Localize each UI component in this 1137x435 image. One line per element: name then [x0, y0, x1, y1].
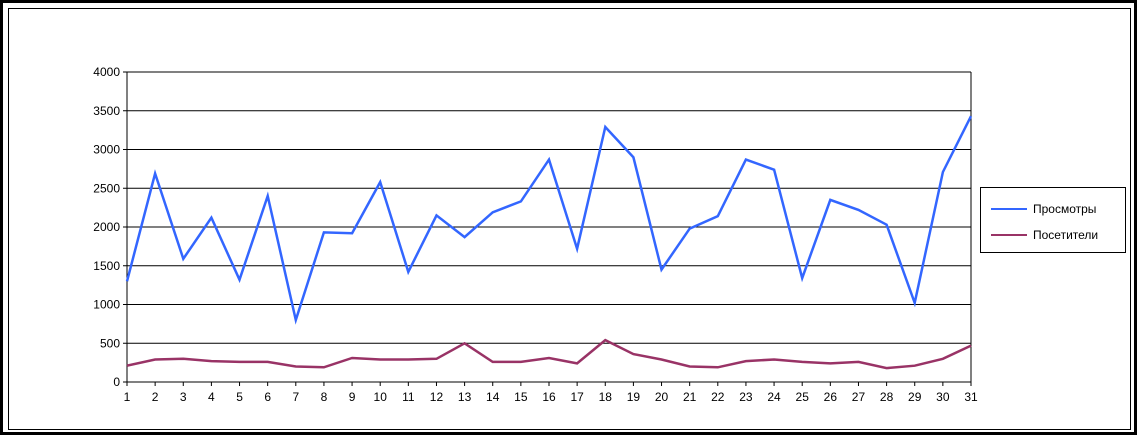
legend-item-views: Просмотры [991, 200, 1096, 218]
x-tick-label: 20 [655, 390, 669, 404]
legend: Просмотры Посетители [980, 187, 1126, 253]
series-line-1 [126, 338, 972, 370]
x-tick-label: 24 [767, 390, 781, 404]
y-tick-label: 3000 [93, 143, 120, 157]
x-tick-label: 7 [292, 390, 299, 404]
y-tick-label: 1000 [93, 298, 120, 312]
x-tick-label: 10 [374, 390, 388, 404]
y-tick-label: 1500 [93, 259, 120, 273]
y-tick-label: 2500 [93, 181, 120, 195]
legend-label-views: Просмотры [1033, 202, 1097, 216]
x-tick-label: 21 [683, 390, 697, 404]
x-tick-label: 4 [208, 390, 215, 404]
x-tick-label: 18 [599, 390, 613, 404]
x-tick-label: 14 [486, 390, 500, 404]
x-tick-label: 6 [264, 390, 271, 404]
x-tick-label: 11 [402, 390, 415, 404]
x-tick-label: 23 [739, 390, 753, 404]
chart-inner-border [8, 8, 1131, 430]
y-tick-label: 0 [113, 375, 120, 389]
x-tick-label: 29 [908, 390, 922, 404]
x-tick-label: 3 [180, 390, 187, 404]
x-tick-label: 2 [152, 390, 159, 404]
x-tick-label: 28 [880, 390, 894, 404]
x-tick-label: 30 [936, 390, 950, 404]
x-tick-label: 8 [321, 390, 328, 404]
y-tick-label: 2000 [93, 220, 120, 234]
x-tick-label: 27 [852, 390, 866, 404]
x-tick-label: 13 [458, 390, 472, 404]
x-tick-label: 17 [570, 390, 584, 404]
legend-label-visitors: Посетители [1033, 228, 1099, 242]
x-tick-label: 5 [236, 390, 243, 404]
y-tick-label: 4000 [93, 65, 120, 79]
legend-swatch-views [991, 208, 1027, 210]
legend-swatch-visitors [991, 234, 1027, 236]
x-tick-label: 15 [514, 390, 528, 404]
x-tick-label: 16 [542, 390, 556, 404]
x-tick-label: 1 [124, 390, 131, 404]
x-tick-label: 31 [964, 390, 978, 404]
x-tick-label: 25 [796, 390, 810, 404]
x-tick-label: 22 [711, 390, 725, 404]
x-tick-label: 12 [430, 390, 444, 404]
y-tick-label: 500 [100, 336, 120, 350]
x-tick-label: 9 [349, 390, 356, 404]
legend-item-visitors: Посетители [991, 226, 1098, 244]
x-tick-label: 19 [627, 390, 641, 404]
y-tick-label: 3500 [93, 104, 120, 118]
x-tick-label: 26 [824, 390, 838, 404]
series-line-0 [125, 115, 973, 325]
